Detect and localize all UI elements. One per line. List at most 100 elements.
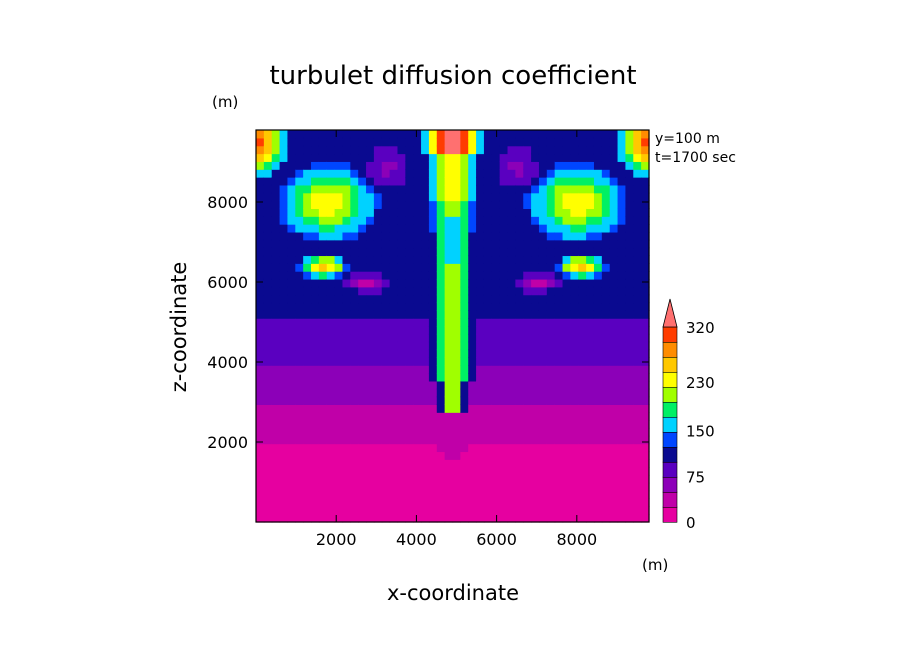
heatmap-cell bbox=[538, 326, 548, 335]
heatmap-cell bbox=[562, 349, 571, 358]
colorbar-tick-label: 230 bbox=[686, 374, 715, 392]
heatmap-cell bbox=[279, 451, 289, 460]
heatmap-cell bbox=[342, 404, 351, 413]
heatmap-cell bbox=[428, 263, 438, 272]
heatmap-cell bbox=[295, 224, 304, 233]
heatmap-cell bbox=[279, 373, 289, 382]
heatmap-cell bbox=[554, 239, 564, 249]
heatmap-cell bbox=[263, 271, 273, 280]
heatmap-cell bbox=[405, 474, 414, 484]
heatmap-cell bbox=[350, 239, 359, 249]
heatmap-cell bbox=[609, 318, 619, 327]
heatmap-cell bbox=[318, 482, 328, 492]
heatmap-cell bbox=[562, 396, 571, 405]
heatmap-cell bbox=[452, 169, 461, 178]
heatmap-cell bbox=[436, 459, 446, 468]
heatmap-cell bbox=[570, 388, 579, 398]
heatmap-cell bbox=[405, 137, 414, 147]
heatmap-cell bbox=[578, 349, 587, 358]
heatmap-cell bbox=[546, 239, 556, 249]
heatmap-cell bbox=[342, 278, 351, 288]
heatmap-cell bbox=[515, 184, 524, 194]
heatmap-cell bbox=[562, 271, 571, 280]
heatmap-cell bbox=[523, 169, 532, 178]
heatmap-cell bbox=[578, 286, 587, 296]
heatmap-cell bbox=[562, 286, 571, 296]
heatmap-cell bbox=[460, 153, 469, 162]
heatmap-cell bbox=[405, 459, 414, 468]
heatmap-cell bbox=[436, 326, 446, 335]
heatmap-cell bbox=[256, 294, 265, 304]
heatmap-cell bbox=[342, 365, 351, 374]
heatmap-cell bbox=[570, 231, 579, 241]
heatmap-cell bbox=[546, 137, 556, 147]
heatmap-cell bbox=[366, 255, 375, 264]
heatmap-cell bbox=[389, 184, 399, 194]
heatmap-cell bbox=[625, 169, 634, 178]
heatmap-cell bbox=[311, 420, 320, 429]
heatmap-cell bbox=[389, 255, 399, 264]
y-unit-label: (m) bbox=[212, 93, 238, 111]
heatmap-cell bbox=[366, 341, 375, 351]
heatmap-cell bbox=[413, 443, 422, 453]
heatmap-cell bbox=[483, 130, 493, 139]
heatmap-cell bbox=[578, 224, 587, 233]
heatmap-cell bbox=[421, 302, 430, 311]
heatmap-cell bbox=[609, 443, 619, 453]
heatmap-cell bbox=[405, 373, 414, 382]
plot-frame bbox=[255, 129, 650, 523]
heatmap-cell bbox=[381, 380, 391, 390]
heatmap-cell bbox=[350, 490, 359, 500]
heatmap-cell bbox=[483, 247, 493, 257]
heatmap-cell bbox=[421, 420, 430, 429]
heatmap-cell bbox=[428, 271, 438, 280]
heatmap-cell bbox=[263, 302, 273, 311]
heatmap-cell bbox=[562, 239, 571, 249]
heatmap-cell bbox=[358, 294, 367, 304]
heatmap-cell bbox=[578, 130, 587, 139]
heatmap-cell bbox=[413, 482, 422, 492]
heatmap-cell bbox=[633, 153, 642, 162]
heatmap-cell bbox=[617, 490, 627, 500]
heatmap-cell bbox=[468, 357, 477, 366]
heatmap-cell bbox=[609, 224, 619, 233]
heatmap-cell bbox=[562, 263, 571, 272]
heatmap-cell bbox=[625, 482, 634, 492]
heatmap-cell bbox=[389, 443, 399, 453]
heatmap-cell bbox=[436, 506, 446, 515]
heatmap-cell bbox=[554, 506, 564, 515]
heatmap-cell bbox=[633, 177, 642, 186]
heatmap-cell bbox=[366, 294, 375, 304]
heatmap-cell bbox=[366, 310, 375, 319]
heatmap-cell bbox=[405, 184, 414, 194]
heatmap-cell bbox=[476, 443, 485, 453]
heatmap-cell bbox=[617, 404, 627, 413]
heatmap-cell bbox=[507, 247, 516, 257]
heatmap-cell bbox=[350, 357, 359, 366]
heatmap-cell bbox=[295, 443, 304, 453]
heatmap-cell bbox=[538, 420, 548, 429]
heatmap-cell bbox=[460, 420, 469, 429]
heatmap-cell bbox=[554, 459, 564, 468]
heatmap-cell bbox=[586, 184, 595, 194]
heatmap-cell bbox=[271, 412, 281, 421]
heatmap-cell bbox=[625, 161, 634, 170]
heatmap-cell bbox=[373, 310, 383, 319]
heatmap-cell bbox=[326, 326, 336, 335]
heatmap-cell bbox=[460, 271, 469, 280]
heatmap-cell bbox=[381, 286, 391, 296]
heatmap-cell bbox=[421, 239, 430, 249]
heatmap-cell bbox=[256, 247, 265, 257]
heatmap-cell bbox=[350, 310, 359, 319]
heatmap-cell bbox=[554, 326, 564, 335]
heatmap-cell bbox=[271, 145, 281, 155]
heatmap-cell bbox=[366, 482, 375, 492]
heatmap-cell bbox=[358, 255, 367, 264]
heatmap-cell bbox=[554, 498, 564, 507]
heatmap-cell bbox=[554, 310, 564, 319]
heatmap-cell bbox=[428, 373, 438, 382]
heatmap-cell bbox=[311, 310, 320, 319]
heatmap-cell bbox=[523, 145, 532, 155]
heatmap-cell bbox=[523, 514, 532, 523]
heatmap-cell bbox=[507, 514, 516, 523]
